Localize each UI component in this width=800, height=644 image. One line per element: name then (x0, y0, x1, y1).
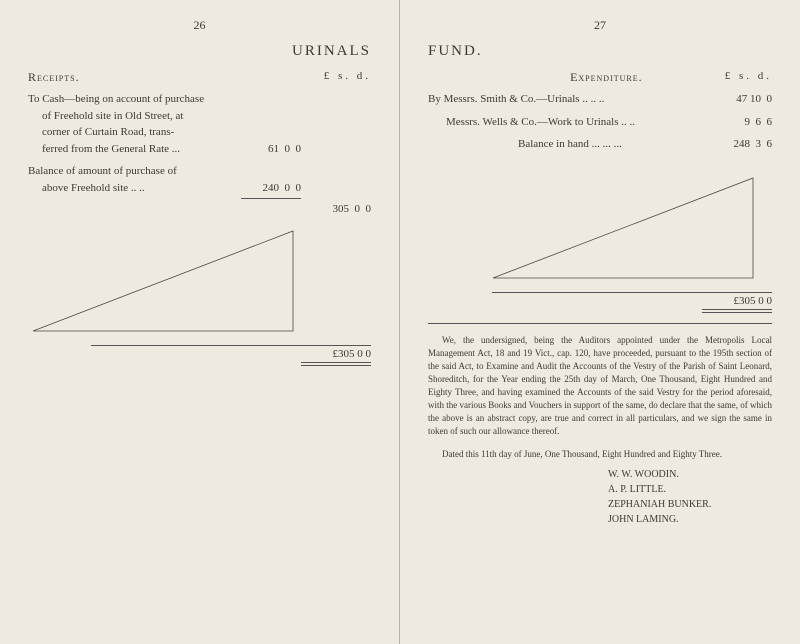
title-right: FUND. (428, 43, 772, 60)
right-page: 27 FUND. Expenditure. £ s. d. By Messrs.… (400, 0, 800, 644)
auditor-paragraph-2: Dated this 11th day of June, One Thousan… (428, 448, 772, 461)
total-right: £305 0 0 (428, 295, 772, 307)
signatory-1: W. W. WOODIN. (608, 467, 772, 482)
page-number-right: 27 (428, 18, 772, 33)
signatories: W. W. WOODIN. A. P. LITTLE. ZEPHANIAH BU… (608, 467, 772, 527)
expenditure-heading: Expenditure. (570, 70, 643, 85)
triangle-graphic-left (28, 226, 371, 341)
expenditure-row-2: Messrs. Wells & Co.—Work to Urinals .. .… (428, 114, 772, 131)
exp1-desc: By Messrs. Smith & Co.—Urinals .. .. .. (428, 91, 702, 108)
lsd-header-left: £ s. d. (324, 70, 371, 91)
entry2-line2: above Freehold site .. .. (28, 180, 241, 197)
triangle-graphic-right (428, 173, 772, 288)
receipt-entry-1: To Cash—being on account of purchase of … (28, 91, 371, 157)
total-left: £305 0 0 (28, 348, 371, 360)
exp2-desc: Messrs. Wells & Co.—Work to Urinals .. .… (428, 114, 702, 131)
exp3-desc: Balance in hand ... ... ... (428, 136, 702, 153)
signatory-2: A. P. LITTLE. (608, 482, 772, 497)
entry1-line2: of Freehold site in Old Street, at (28, 108, 301, 125)
signatory-3: ZEPHANIAH BUNKER. (608, 497, 772, 512)
signatory-4: JOHN LAMING. (608, 512, 772, 527)
entry2-amount: 240 0 0 (241, 180, 301, 197)
entry1-line4: ferred from the General Rate ... (28, 141, 241, 158)
page-number-left: 26 (28, 18, 371, 33)
entry1-amount: 61 0 0 (241, 141, 301, 158)
auditor-paragraph-1: We, the undersigned, being the Auditors … (428, 334, 772, 438)
expenditure-row-1: By Messrs. Smith & Co.—Urinals .. .. .. … (428, 91, 772, 108)
title-left: URINALS (28, 43, 371, 60)
entry1-line1: To Cash—being on account of purchase (28, 91, 301, 108)
subtotal-left: 305 0 0 (301, 201, 371, 218)
receipt-entry-2: Balance of amount of purchase of above F… (28, 163, 371, 196)
receipts-heading: Receipts. (28, 70, 80, 85)
expenditure-row-3: Balance in hand ... ... ... 248 3 6 (428, 136, 772, 153)
exp2-amount: 9 6 6 (702, 114, 772, 131)
lsd-header-right: £ s. d. (725, 70, 772, 91)
entry1-line3: corner of Curtain Road, trans- (28, 124, 301, 141)
left-page: 26 URINALS Receipts. £ s. d. To Cash—bei… (0, 0, 400, 644)
exp3-amount: 248 3 6 (702, 136, 772, 153)
entry2-line1: Balance of amount of purchase of (28, 163, 301, 180)
exp1-amount: 47 10 0 (702, 91, 772, 108)
